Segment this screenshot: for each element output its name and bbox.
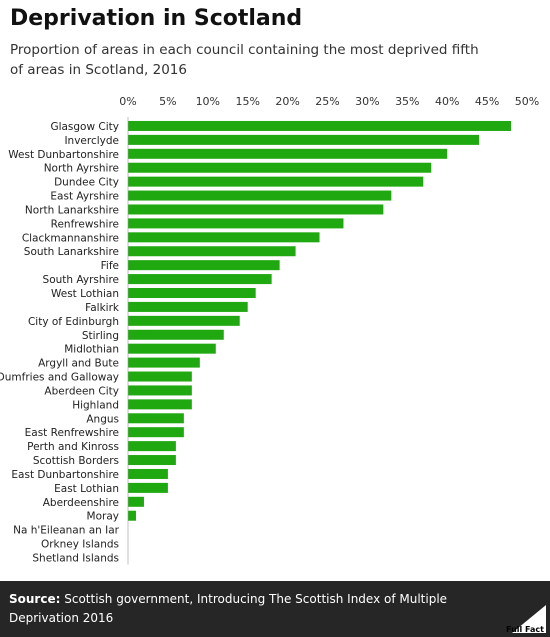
category-label: Falkirk [85, 302, 120, 314]
source-note: Source: Scottish government, Introducing… [9, 590, 479, 628]
source-text: Scottish government, Introducing The Sco… [9, 592, 448, 625]
category-label: Angus [86, 413, 119, 425]
bar [128, 134, 480, 145]
category-label: Renfrewshire [51, 218, 119, 230]
category-label: North Lanarkshire [25, 204, 119, 216]
x-tick-label: 40% [435, 95, 459, 108]
category-label: Midlothian [64, 344, 119, 356]
bar [128, 399, 192, 410]
category-label: West Lothian [51, 288, 119, 300]
bar [128, 232, 320, 243]
bar [128, 120, 512, 131]
category-label: East Renfrewshire [25, 427, 119, 439]
bar [128, 427, 184, 438]
bar [128, 204, 384, 215]
category-label: East Dunbartonshire [11, 469, 119, 481]
full-fact-logo-icon [512, 605, 546, 633]
category-label: Aberdeenshire [43, 497, 119, 509]
bar [128, 482, 168, 493]
bar [128, 260, 280, 271]
category-label: Fife [101, 260, 119, 272]
category-label: Argyll and Bute [38, 358, 119, 370]
bar [128, 315, 240, 326]
logo-text: Full Fact [506, 625, 544, 634]
category-label: East Ayrshire [50, 191, 119, 203]
bar [128, 496, 144, 507]
bar-chart: 0% 5% 10% 15% 20% 25% 30% 35% 40% 45% 50% Glasgow C… [0, 95, 539, 564]
category-label: Clackmannanshire [22, 232, 119, 244]
category-label: South Ayrshire [43, 274, 119, 286]
chart-title: Deprivation in Scotland [10, 6, 303, 31]
category-label: City of Edinburgh [28, 316, 119, 328]
category-label: Dumfries and Galloway [0, 372, 119, 384]
bar [128, 176, 424, 187]
category-label: Aberdeen City [44, 385, 119, 397]
category-label: South Lanarkshire [24, 246, 119, 258]
category-label: Orkney Islands [41, 539, 119, 551]
bar [128, 218, 344, 229]
category-label: Stirling [82, 330, 119, 342]
bar [128, 343, 216, 354]
bar [128, 288, 256, 298]
footer: Source: Scottish government, Introducing… [0, 581, 550, 637]
category-label: Na h'Eileanan an Iar [13, 525, 120, 537]
x-tick-label: 30% [355, 95, 379, 108]
bar [128, 413, 184, 424]
x-tick-label: 50% [515, 95, 539, 108]
bar [128, 455, 176, 466]
bar [128, 148, 448, 159]
category-label: Inverclyde [64, 135, 119, 147]
bar [128, 274, 272, 285]
bar [128, 468, 168, 479]
bar [128, 441, 176, 452]
category-label: North Ayrshire [44, 163, 119, 175]
bar [128, 246, 296, 257]
x-tick-label: 35% [395, 95, 419, 108]
x-tick-label: 0% [119, 95, 136, 108]
category-label: Scottish Borders [33, 455, 119, 467]
category-label: Moray [87, 511, 119, 523]
x-tick-label: 25% [315, 95, 339, 108]
category-label: East Lothian [54, 483, 119, 495]
category-label: Glasgow City [50, 121, 119, 133]
source-label: Source: [9, 592, 61, 606]
category-label: West Dunbartonshire [8, 149, 119, 161]
category-label: Perth and Kinross [27, 441, 119, 453]
bar [128, 329, 224, 340]
bar [128, 385, 192, 396]
x-tick-label: 15% [235, 95, 259, 108]
bar [128, 371, 192, 382]
x-tick-label: 45% [475, 95, 499, 108]
x-tick-label: 20% [275, 95, 299, 108]
category-label: Shetland Islands [32, 552, 119, 564]
x-tick-label: 10% [196, 95, 220, 108]
bar [128, 357, 200, 368]
category-label: Dundee City [54, 177, 119, 189]
x-tick-label: 5% [159, 95, 176, 108]
chart-subtitle: Proportion of areas in each council cont… [10, 42, 479, 78]
bar [128, 301, 248, 312]
category-label: Highland [72, 399, 119, 411]
bar [128, 190, 392, 201]
bar [128, 510, 136, 521]
bar [128, 162, 432, 173]
